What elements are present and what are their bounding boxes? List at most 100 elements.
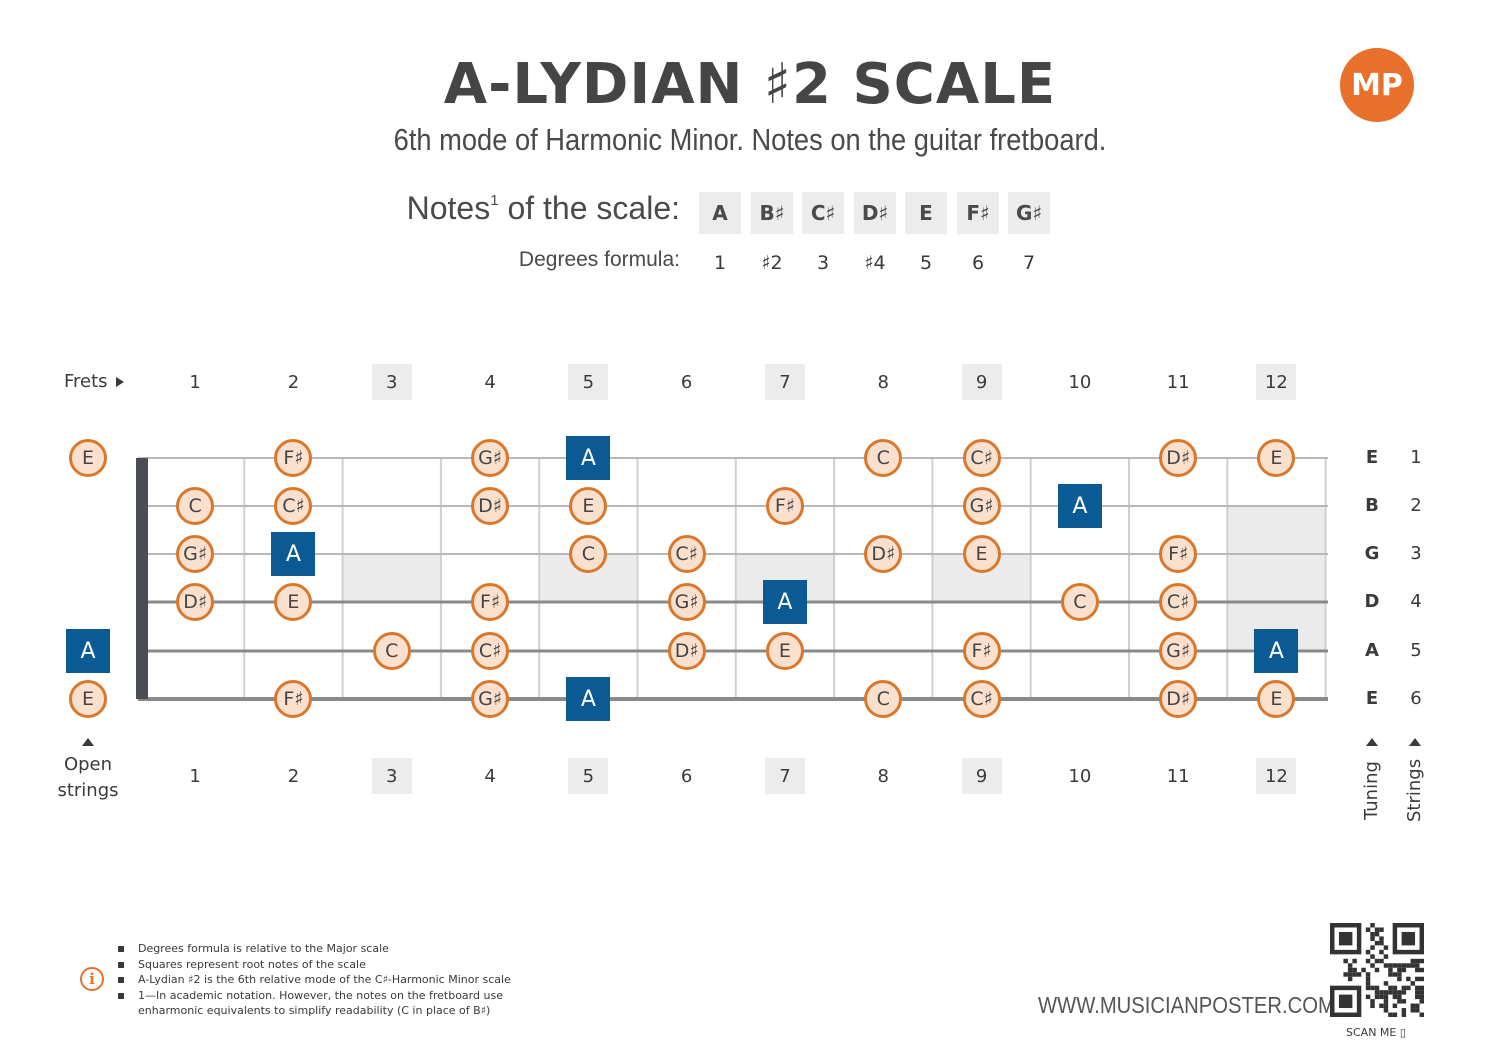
fret-inlay-marker <box>342 554 441 602</box>
info-icon: i <box>80 967 104 991</box>
notes-of-scale-label: Notes1 of the scale: <box>406 190 680 226</box>
fret-number: 3 <box>371 364 412 400</box>
scale-note-circle: F♯ <box>274 439 313 477</box>
fretboard-background <box>342 506 1326 651</box>
fret-number: 7 <box>764 364 805 400</box>
fret-number: 8 <box>877 765 889 787</box>
open-strings-label: Open strings <box>57 754 119 801</box>
arrow-right-icon <box>115 377 124 387</box>
arrow-up-icon <box>1409 738 1421 746</box>
footnote-item: Squares represent root notes of the scal… <box>118 957 528 973</box>
scale-note-circle: E <box>69 680 107 718</box>
scale-note-circle: C♯ <box>471 632 510 670</box>
fret-number: 3 <box>371 758 412 794</box>
scale-note-chip: E <box>905 192 947 234</box>
scale-note-circle: C♯ <box>962 439 1001 477</box>
strings-label: Strings <box>1404 758 1425 822</box>
fret-number: 1 <box>189 371 201 393</box>
scale-note-circle: D♯ <box>471 487 510 525</box>
degrees-formula-label: Degrees formula: <box>518 248 680 271</box>
scale-note-circle: C <box>864 680 903 718</box>
musicianposter-logo[interactable]: MP <box>1340 48 1414 122</box>
string-number: 6 <box>1410 688 1422 709</box>
root-note-square: A <box>566 436 611 480</box>
scale-note-circle: F♯ <box>274 680 313 718</box>
scale-note-circle: G♯ <box>471 439 510 477</box>
tuning-note: G <box>1364 543 1380 564</box>
fret-number: 2 <box>287 371 300 393</box>
scale-note-circle: C♯ <box>274 487 313 525</box>
arrow-up-icon <box>1366 738 1378 746</box>
scale-degree: 6 <box>971 252 985 274</box>
fret-number: 11 <box>1166 765 1190 787</box>
string-number: 4 <box>1410 591 1422 612</box>
scale-note-chip: A <box>699 192 741 234</box>
scale-degree: 1 <box>713 252 727 274</box>
website-link[interactable]: WWW.MUSICIANPOSTER.COM <box>1038 992 1335 1018</box>
footnote-item: 1—In academic notation. However, the not… <box>118 988 528 1019</box>
scale-note-circle: F♯ <box>1159 535 1198 573</box>
scale-note-circle: C♯ <box>1159 583 1198 621</box>
scale-note-circle: G♯ <box>176 535 215 573</box>
fret-number: 7 <box>764 758 805 794</box>
root-note-square: A <box>66 629 110 673</box>
fret-number: 9 <box>961 758 1002 794</box>
scale-degree: 7 <box>1022 252 1036 274</box>
scale-degree: ♯4 <box>864 252 886 274</box>
scale-note-circle: C <box>864 439 903 477</box>
scale-note-chip: G♯ <box>1008 192 1050 234</box>
phone-icon: ▯ <box>1399 1026 1406 1039</box>
fret-number: 9 <box>961 364 1002 400</box>
fret-number: 4 <box>484 765 496 787</box>
scale-note-chip: B♯ <box>751 192 793 234</box>
fret-number: 6 <box>680 371 693 393</box>
fret-number: 12 <box>1256 364 1297 400</box>
root-note-square: A <box>566 677 611 721</box>
footnote-item: A-Lydian ♯2 is the 6th relative mode of … <box>118 972 528 988</box>
fret-number: 6 <box>680 765 693 787</box>
fret-number: 11 <box>1166 371 1190 393</box>
scale-note-circle: C <box>1060 583 1099 621</box>
tuning-note: E <box>1365 447 1379 468</box>
scale-note-chip: F♯ <box>957 192 999 234</box>
fret-number: 4 <box>484 371 496 393</box>
footnote-item: Degrees formula is relative to the Major… <box>118 941 528 957</box>
frets-label: Frets <box>64 371 124 392</box>
tuning-note: B <box>1365 495 1379 516</box>
fret-number: 5 <box>568 364 609 400</box>
scale-note-circle: D♯ <box>176 583 215 621</box>
scale-note-circle: E <box>569 487 608 525</box>
page-title: A-LYDIAN ♯2 SCALE <box>443 52 1057 117</box>
fret-number: 12 <box>1256 758 1297 794</box>
scale-note-circle: D♯ <box>864 535 903 573</box>
scale-note-circle: E <box>765 632 804 670</box>
scale-note-circle: E <box>1257 680 1296 718</box>
scale-note-circle: D♯ <box>1159 439 1198 477</box>
fret-number: 10 <box>1068 765 1092 787</box>
scale-degree: 3 <box>816 252 830 274</box>
fret-number: 10 <box>1068 371 1092 393</box>
scale-note-circle: C <box>176 487 215 525</box>
scale-note-circle: C <box>372 632 411 670</box>
scale-note-circle: C♯ <box>962 680 1001 718</box>
scale-note-circle: F♯ <box>765 487 804 525</box>
tuning-note: D <box>1364 591 1380 612</box>
fret-number: 8 <box>877 371 889 393</box>
qr-code-icon[interactable] <box>1330 923 1424 1017</box>
scale-note-circle: E <box>1257 439 1296 477</box>
tuning-note: A <box>1365 640 1379 661</box>
scale-note-chip: D♯ <box>854 192 896 234</box>
root-note-square: A <box>762 580 807 624</box>
scale-note-circle: C♯ <box>667 535 706 573</box>
scale-note-circle: D♯ <box>1159 680 1198 718</box>
scale-note-circle: F♯ <box>471 583 510 621</box>
scale-note-circle: D♯ <box>667 632 706 670</box>
fret-number: 5 <box>568 758 609 794</box>
scale-degree: 5 <box>919 252 933 274</box>
nut <box>136 458 148 699</box>
tuning-note: E <box>1365 688 1379 709</box>
scale-note-circle: E <box>962 535 1001 573</box>
scale-note-circle: C <box>569 535 608 573</box>
scale-note-circle: G♯ <box>962 487 1001 525</box>
